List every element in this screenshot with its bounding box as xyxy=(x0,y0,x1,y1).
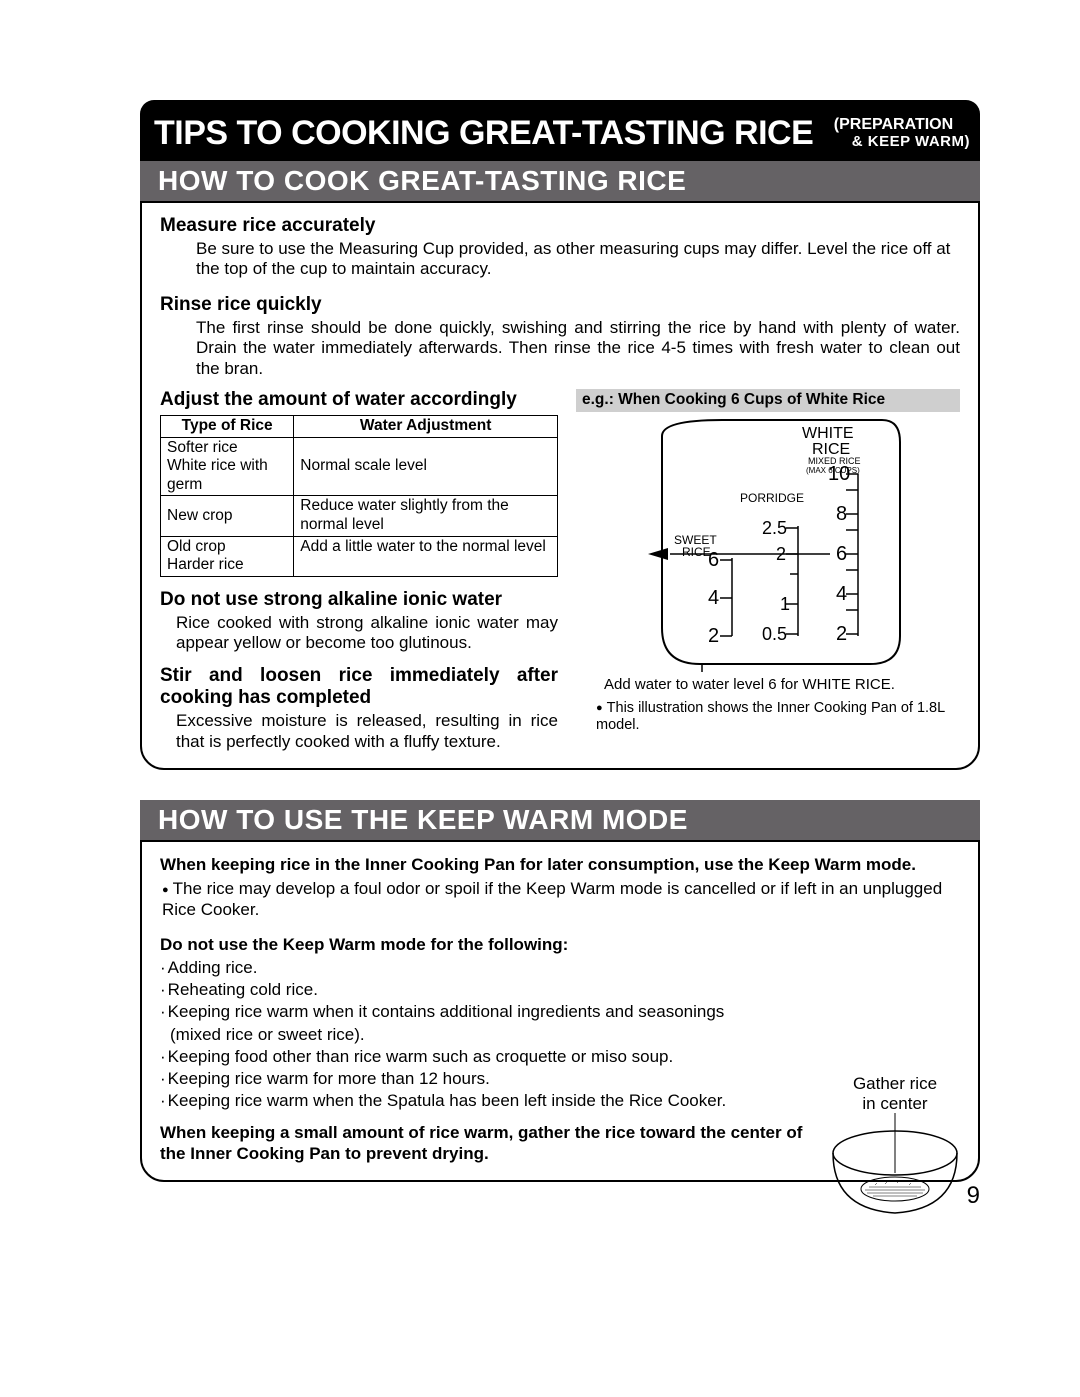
page-number: 9 xyxy=(967,1182,980,1210)
keepwarm-intro: When keeping rice in the Inner Cooking P… xyxy=(160,854,960,875)
svg-text:1: 1 xyxy=(780,594,790,614)
section1-box: Measure rice accurately Be sure to use t… xyxy=(140,201,980,770)
table-col-type: Type of Rice xyxy=(161,415,294,437)
diagram-note: This illustration shows the Inner Cookin… xyxy=(596,700,960,735)
table-row: Softer rice White rice with germ Normal … xyxy=(161,437,558,496)
alkaline-text: Rice cooked with strong alkaline ionic w… xyxy=(176,613,558,654)
svg-text:(MAX 6 CUPS): (MAX 6 CUPS) xyxy=(806,466,860,475)
cup-diagram-icon: 10 8 6 4 2 2. xyxy=(602,416,932,672)
svg-text:2: 2 xyxy=(708,625,719,647)
svg-text:8: 8 xyxy=(836,503,847,525)
svg-text:6: 6 xyxy=(836,543,847,565)
donot-heading: Do not use the Keep Warm mode for the fo… xyxy=(160,934,960,955)
water-level-diagram: 10 8 6 4 2 2. xyxy=(576,412,960,672)
page-title-subtitle: (PREPARATION & KEEP WARM) xyxy=(834,117,970,150)
table-col-adj: Water Adjustment xyxy=(294,415,558,437)
water-adjustment-table: Type of Rice Water Adjustment Softer ric… xyxy=(160,415,558,577)
rinse-heading: Rinse rice quickly xyxy=(160,294,960,316)
stir-text: Excessive moisture is released, resultin… xyxy=(176,711,558,752)
svg-text:0.5: 0.5 xyxy=(762,624,787,644)
svg-text:WHITE: WHITE xyxy=(802,425,854,442)
bowl-illustration: Gather rice in center xyxy=(820,1074,970,1228)
svg-text:RICE: RICE xyxy=(682,545,711,559)
measure-text: Be sure to use the Measuring Cup provide… xyxy=(196,239,960,280)
measure-heading: Measure rice accurately xyxy=(160,215,960,237)
svg-text:2: 2 xyxy=(836,623,847,645)
svg-text:4: 4 xyxy=(708,587,719,609)
stir-heading: Stir and loosen rice immediately after c… xyxy=(160,665,558,709)
table-row: New crop Reduce water slightly from the … xyxy=(161,496,558,536)
section1-banner: HOW TO COOK GREAT-TASTING RICE xyxy=(140,161,980,201)
bowl-icon xyxy=(825,1113,965,1223)
rinse-text: The first rinse should be done quickly, … xyxy=(196,318,960,379)
svg-text:4: 4 xyxy=(836,583,847,605)
alkaline-heading: Do not use strong alkaline ionic water xyxy=(160,589,558,611)
page-title: TIPS TO COOKING GREAT-TASTING RICE xyxy=(154,114,813,153)
diagram-caption: Add water to water level 6 for WHITE RIC… xyxy=(604,676,960,694)
adjust-heading: Adjust the amount of water accordingly xyxy=(160,389,558,411)
page-title-block: TIPS TO COOKING GREAT-TASTING RICE (PREP… xyxy=(140,100,980,161)
table-row: Old crop Harder rice Add a little water … xyxy=(161,536,558,576)
section2-banner: HOW TO USE THE KEEP WARM MODE xyxy=(140,800,980,840)
svg-text:2.5: 2.5 xyxy=(762,518,787,538)
keepwarm-note: The rice may develop a foul odor or spoi… xyxy=(162,878,960,921)
svg-text:PORRIDGE: PORRIDGE xyxy=(740,491,804,505)
example-header: e.g.: When Cooking 6 Cups of White Rice xyxy=(576,389,960,412)
svg-text:MIXED RICE: MIXED RICE xyxy=(808,456,861,466)
